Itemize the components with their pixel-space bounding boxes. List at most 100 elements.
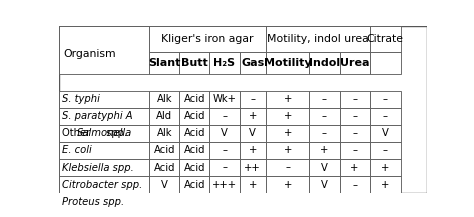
Bar (179, 108, 210, 125)
Bar (310, 125, 339, 142)
Bar (310, 159, 339, 176)
Bar (370, 91, 401, 108)
Text: Alk: Alk (156, 94, 172, 104)
Bar (149, 159, 179, 176)
Text: ++: ++ (346, 197, 363, 207)
Text: Alk: Alk (156, 197, 172, 207)
Text: +: + (381, 180, 390, 190)
Text: –: – (322, 111, 327, 121)
Text: Motility, indol urea: Motility, indol urea (267, 34, 369, 44)
Text: Acid: Acid (154, 145, 175, 155)
Bar (210, 91, 240, 108)
Bar (370, 159, 401, 176)
Text: Acid: Acid (184, 180, 205, 190)
Text: E. coli: E. coli (62, 145, 92, 155)
Bar (370, 125, 401, 142)
Text: +: + (283, 197, 292, 207)
Bar (266, 142, 310, 159)
Bar (240, 91, 266, 108)
Bar (149, 142, 179, 159)
Bar (240, 108, 266, 125)
Bar (370, 193, 401, 210)
Bar (59, 125, 149, 142)
Text: V: V (161, 180, 168, 190)
Bar (59, 176, 149, 193)
Bar (210, 142, 240, 159)
Bar (149, 108, 179, 125)
Bar (339, 91, 370, 108)
Bar (149, 91, 179, 108)
Bar (266, 91, 310, 108)
Bar (179, 159, 210, 176)
Bar (266, 193, 310, 210)
Text: –: – (322, 128, 327, 138)
Bar (310, 176, 339, 193)
Bar (149, 26, 266, 52)
Text: V: V (382, 197, 389, 207)
Bar (179, 125, 210, 142)
Bar (339, 142, 370, 159)
Bar (370, 142, 401, 159)
Text: Organism: Organism (64, 49, 116, 59)
Bar (310, 142, 339, 159)
Text: Wk+: Wk+ (212, 94, 237, 104)
Text: Gas: Gas (241, 58, 264, 68)
Bar (240, 193, 266, 210)
Text: Ald: Ald (156, 111, 173, 121)
Text: Acid: Acid (184, 111, 205, 121)
Text: +: + (249, 111, 257, 121)
Text: Butt: Butt (181, 58, 208, 68)
Text: –: – (250, 94, 255, 104)
Bar (210, 193, 240, 210)
Bar (179, 91, 210, 108)
Bar (310, 108, 339, 125)
Bar (179, 52, 210, 74)
Text: Acid: Acid (154, 163, 175, 173)
Bar (59, 159, 149, 176)
Text: V: V (221, 128, 228, 138)
Text: +++: +++ (212, 180, 237, 190)
Bar (266, 52, 310, 74)
Bar (370, 176, 401, 193)
Text: –: – (352, 145, 357, 155)
Text: S. paratyphi A: S. paratyphi A (62, 111, 133, 121)
Text: Acid: Acid (184, 145, 205, 155)
Text: –: – (383, 94, 388, 104)
Text: +: + (350, 163, 359, 173)
Bar (59, 193, 149, 210)
Text: –: – (322, 94, 327, 104)
Text: Citrate: Citrate (367, 34, 404, 44)
Bar (310, 91, 339, 108)
Text: Indol: Indol (309, 58, 340, 68)
Text: V: V (249, 128, 256, 138)
Bar (339, 125, 370, 142)
Text: V: V (321, 180, 328, 190)
Bar (210, 52, 240, 74)
Bar (149, 125, 179, 142)
Text: Acid: Acid (184, 163, 205, 173)
Text: +: + (249, 145, 257, 155)
Bar (310, 193, 339, 210)
Text: +: + (283, 180, 292, 190)
Text: Kliger's iron agar: Kliger's iron agar (162, 34, 254, 44)
Text: spp.: spp. (103, 128, 128, 138)
Text: Acid: Acid (184, 197, 205, 207)
Text: V: V (321, 197, 328, 207)
Text: +: + (283, 128, 292, 138)
Bar (266, 125, 310, 142)
Bar (339, 159, 370, 176)
Bar (240, 176, 266, 193)
Bar (59, 142, 149, 159)
Bar (339, 176, 370, 193)
Bar (310, 52, 339, 74)
Bar (266, 26, 370, 52)
Text: –: – (383, 111, 388, 121)
Text: –: – (352, 94, 357, 104)
Text: –: – (222, 111, 227, 121)
Text: H₂S: H₂S (213, 58, 236, 68)
Bar (179, 176, 210, 193)
Text: Proteus spp.: Proteus spp. (62, 197, 124, 207)
Bar (210, 125, 240, 142)
Text: +: + (249, 197, 257, 207)
Text: V: V (321, 163, 328, 173)
